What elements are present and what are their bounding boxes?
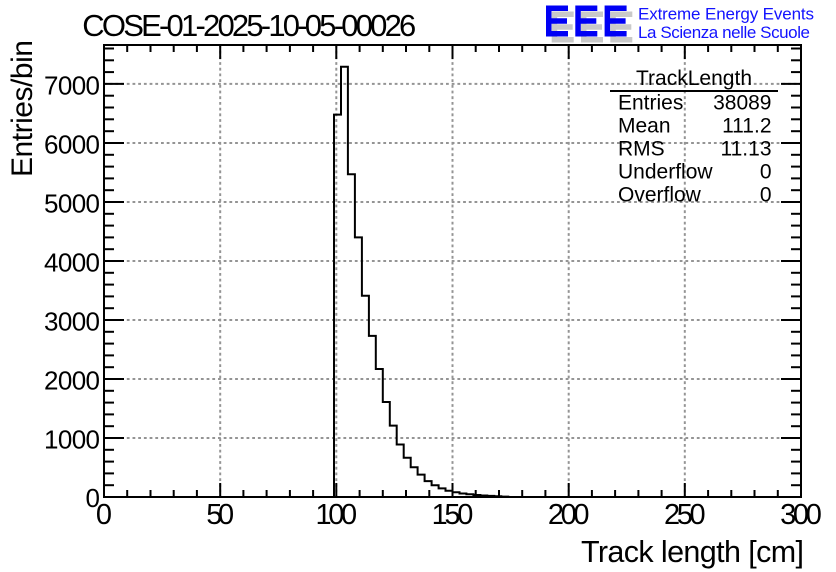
svg-text:0: 0 (760, 184, 772, 207)
svg-text:Overflow: Overflow (618, 184, 702, 207)
svg-text:Entries/bin: Entries/bin (6, 40, 39, 177)
svg-text:Mean: Mean (618, 115, 671, 138)
svg-text:6000: 6000 (44, 130, 100, 160)
svg-text:0: 0 (760, 161, 772, 184)
svg-text:0: 0 (86, 483, 100, 513)
svg-text:La Scienza nelle Scuole: La Scienza nelle Scuole (638, 23, 810, 42)
svg-text:TrackLength: TrackLength (636, 67, 752, 90)
svg-text:250: 250 (664, 499, 706, 531)
svg-text:COSE-01-2025-10-05-00026: COSE-01-2025-10-05-00026 (82, 8, 416, 43)
svg-text:200: 200 (548, 499, 590, 531)
svg-text:50: 50 (206, 499, 234, 531)
svg-text:5000: 5000 (44, 189, 100, 219)
svg-text:0: 0 (96, 499, 112, 531)
svg-text:38089: 38089 (713, 92, 771, 115)
svg-text:Track length [cm]: Track length [cm] (581, 535, 804, 569)
svg-text:111.2: 111.2 (722, 115, 771, 138)
svg-text:300: 300 (780, 499, 822, 531)
svg-text:RMS: RMS (618, 138, 665, 161)
svg-text:2000: 2000 (44, 366, 100, 396)
svg-text:1000: 1000 (44, 425, 100, 455)
svg-text:Extreme Energy Events: Extreme Energy Events (638, 5, 814, 24)
svg-text:Entries: Entries (618, 92, 683, 115)
svg-text:Underflow: Underflow (618, 161, 713, 184)
svg-text:11.13: 11.13 (721, 138, 772, 161)
svg-text:100: 100 (315, 499, 357, 531)
svg-text:3000: 3000 (44, 307, 100, 337)
svg-text:150: 150 (432, 499, 474, 531)
svg-text:4000: 4000 (44, 248, 100, 278)
svg-text:7000: 7000 (44, 70, 100, 100)
